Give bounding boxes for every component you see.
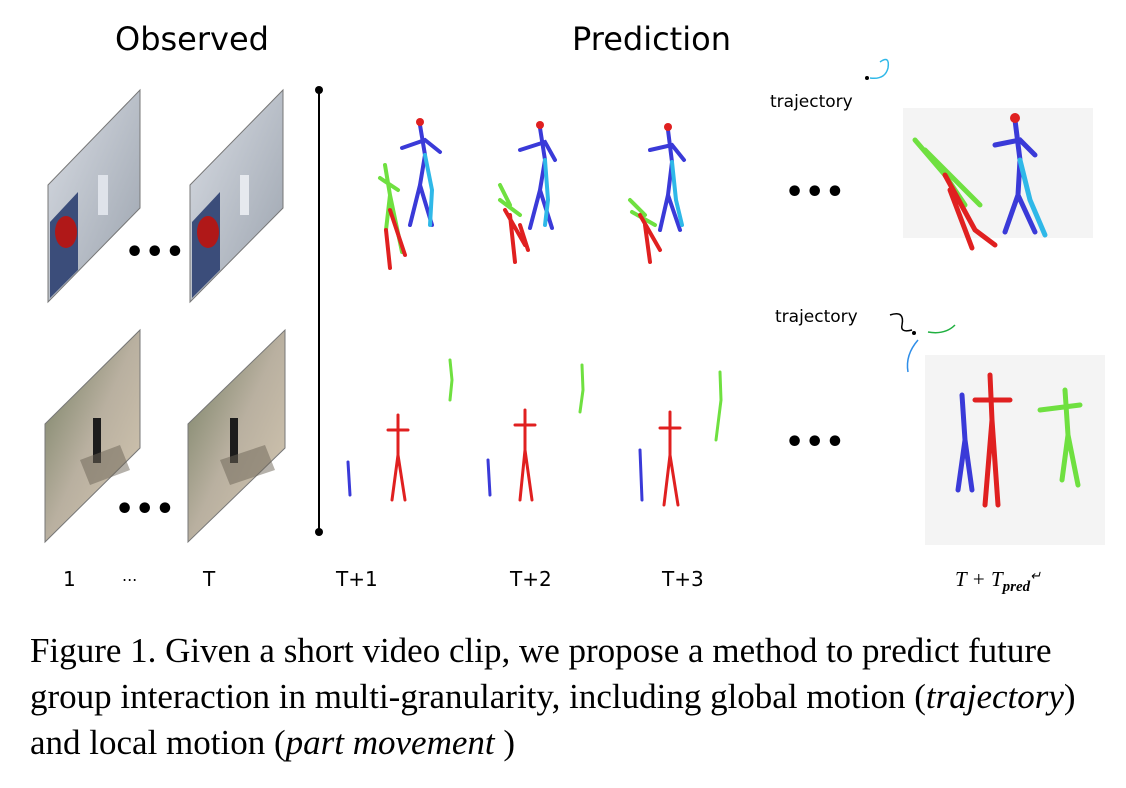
ellipsis-observed-row1: ••• (125, 235, 186, 270)
skeleton-group-row2-t1 (346, 358, 454, 502)
trajectory-icon-row2 (889, 313, 956, 373)
caption-emphasis-trajectory: trajectory (925, 677, 1064, 716)
final-label-sub: pred (1002, 579, 1031, 595)
time-label-1: 1 (63, 567, 76, 591)
trajectory-label-row2: trajectory (775, 307, 858, 327)
time-label-T3: T+3 (662, 567, 704, 591)
observed-header: Observed (115, 20, 269, 58)
caption-emphasis-part-movement: part movement (285, 723, 495, 762)
ellipsis-prediction-row2: ••• (785, 425, 846, 460)
observed-frame-1-row2 (44, 328, 141, 544)
time-label-final: T + Tpred↵ (955, 567, 1041, 596)
figure-caption: Figure 1. Given a short video clip, we p… (30, 628, 1105, 766)
caption-part1: Figure 1. Given a short video clip, we p… (30, 631, 1052, 716)
caption-part3: ) (494, 723, 516, 762)
trajectory-label-row1: trajectory (770, 92, 853, 112)
observed-frame-1-row1 (47, 88, 141, 304)
timeline-divider (315, 86, 323, 536)
observed-frame-T-row2 (187, 328, 286, 544)
final-label-mark: ↵ (1030, 568, 1042, 583)
time-label-dots: ... (122, 566, 138, 585)
skeleton-group-row2-final (925, 355, 1105, 545)
skeleton-pair-row1-final (903, 108, 1093, 251)
time-label-T2: T+2 (510, 567, 552, 591)
ellipsis-prediction-row1: ••• (785, 175, 846, 210)
caption-part2: ) and local motion ( (30, 677, 1076, 762)
skeleton-pair-row1-t3 (628, 123, 686, 264)
time-label-T1: T+1 (336, 567, 378, 591)
skeleton-pair-row1-t1 (378, 118, 442, 270)
observed-frame-T-row1 (189, 88, 284, 304)
ellipsis-observed-row2: ••• (115, 492, 176, 527)
skeleton-group-row2-t2 (486, 363, 585, 502)
skeleton-group-row2-t3 (638, 370, 723, 507)
final-label-main: T + T (955, 567, 1003, 591)
trajectory-icon-row1 (865, 58, 890, 80)
time-label-T: T (203, 567, 216, 591)
skeleton-pair-row1-t2 (498, 121, 557, 264)
prediction-header: Prediction (572, 20, 731, 58)
figure-graphics (44, 58, 1105, 545)
